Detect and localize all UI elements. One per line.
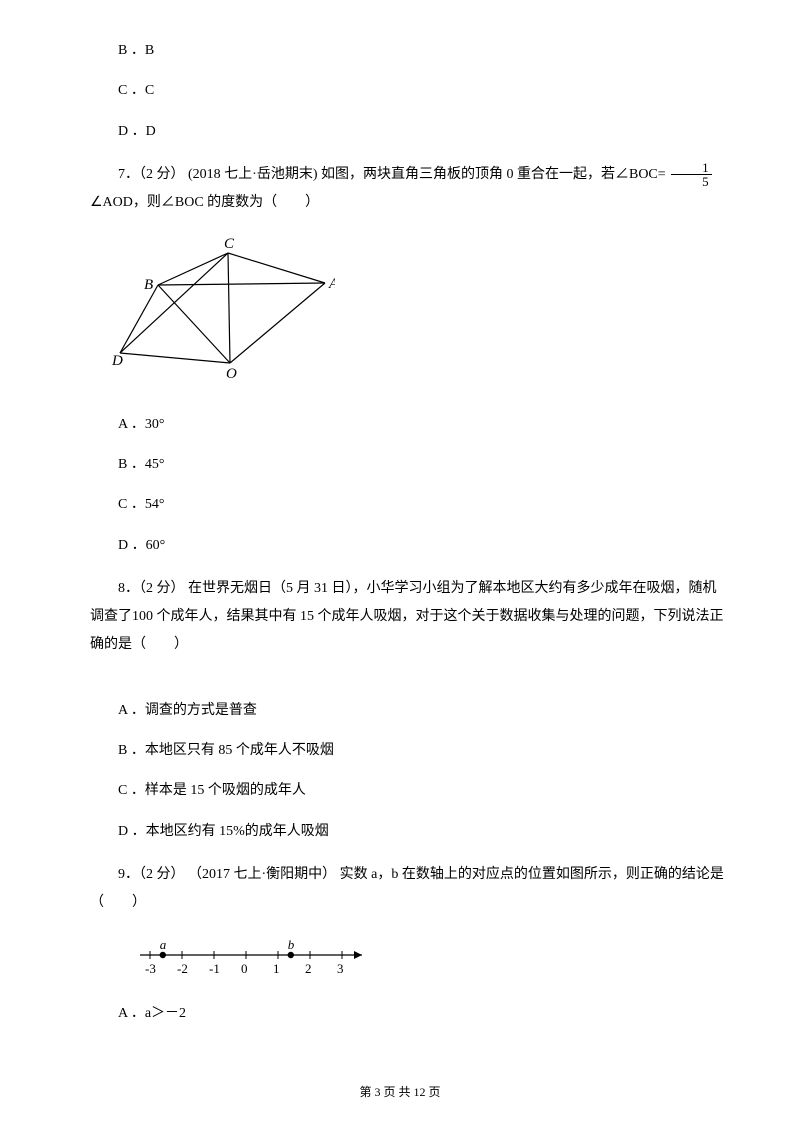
leading-option: B ．B: [90, 40, 730, 62]
page-content: B ．B C ．C D ．D 7．（2 分） (2018 七上·岳池期末) 如图…: [0, 0, 800, 1064]
svg-text:O: O: [226, 366, 237, 382]
svg-text:B: B: [144, 277, 153, 293]
fraction-numerator: 1: [671, 161, 712, 175]
svg-text:a: a: [160, 937, 167, 952]
leading-option: C ．C: [90, 80, 730, 102]
svg-text:3: 3: [337, 961, 344, 976]
q8-option: C ．样本是 15 个吸烟的成年人: [90, 780, 730, 802]
q8-option: D ．本地区约有 15%的成年人吸烟: [90, 821, 730, 843]
svg-text:A: A: [328, 276, 335, 292]
leading-option: D ．D: [90, 121, 730, 143]
svg-text:-1: -1: [209, 961, 220, 976]
q7-stem-post: ∠AOD，则∠BOC 的度数为（ ）: [90, 195, 319, 210]
fraction-icon: 1 5: [671, 161, 712, 188]
page-footer: 第 3 页 共 12 页: [0, 1083, 800, 1102]
q7-diagram: A B C D O: [110, 235, 730, 393]
svg-text:-3: -3: [145, 961, 156, 976]
svg-text:0: 0: [241, 961, 248, 976]
svg-text:2: 2: [305, 961, 312, 976]
triangle-diagram-icon: A B C D O: [110, 235, 335, 385]
q9-option: A ．a＞－2: [90, 1003, 730, 1025]
numberline-diagram-icon: -3 -2 -1 0 1 2 3 a b: [130, 935, 380, 980]
question-9-stem: 9．（2 分） （2017 七上·衡阳期中） 实数 a，b 在数轴上的对应点的位…: [90, 861, 730, 917]
q7-option: D ．60°: [90, 535, 730, 557]
q7-option: A ．30°: [90, 414, 730, 436]
question-8-stem: 8．（2 分） 在世界无烟日（5 月 31 日），小华学习小组为了解本地区大约有…: [90, 575, 730, 659]
q7-option: C ．54°: [90, 494, 730, 516]
svg-text:b: b: [288, 937, 295, 952]
q8-option: B ．本地区只有 85 个成年人不吸烟: [90, 740, 730, 762]
q7-option: B ．45°: [90, 454, 730, 476]
svg-text:C: C: [224, 236, 235, 252]
svg-text:-2: -2: [177, 961, 188, 976]
svg-text:1: 1: [273, 961, 280, 976]
fraction-denominator: 5: [671, 175, 712, 188]
q8-option: A ．调查的方式是普查: [90, 700, 730, 722]
question-7-stem: 7．（2 分） (2018 七上·岳池期末) 如图，两块直角三角板的顶角 0 重…: [90, 161, 730, 217]
q9-numberline: -3 -2 -1 0 1 2 3 a b: [130, 935, 730, 988]
q7-stem-pre: 7．（2 分） (2018 七上·岳池期末) 如图，两块直角三角板的顶角 0 重…: [118, 167, 666, 182]
svg-text:D: D: [111, 353, 123, 369]
